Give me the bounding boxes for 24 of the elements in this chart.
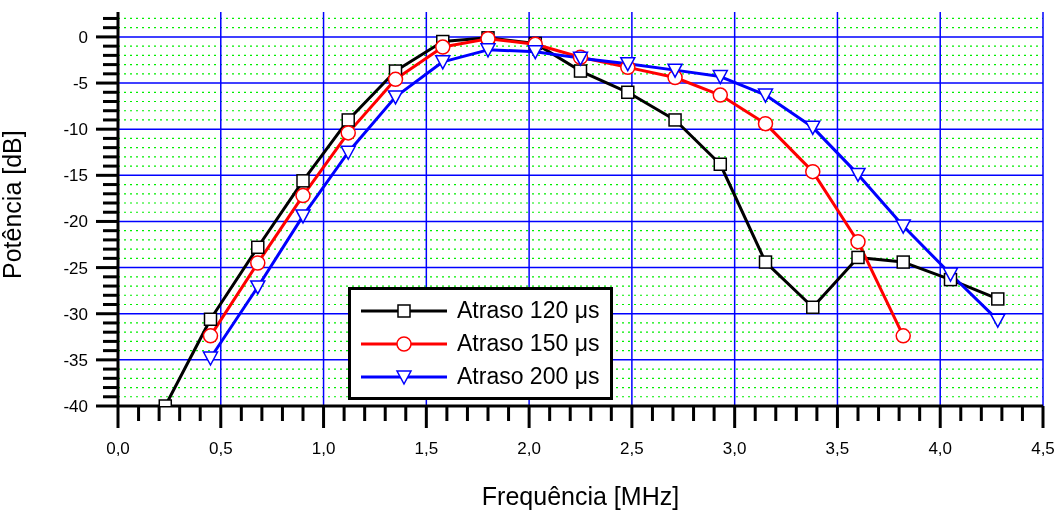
x-tick-label: 1,5 [414,439,439,458]
x-tick-label: 1,0 [311,439,336,458]
y-tick-label: -20 [63,212,88,232]
x-tick-label: 4,0 [928,439,953,458]
y-axis-title: Potência [dB] [0,130,26,279]
y-tick-label: -25 [63,258,88,278]
y-tick-label: -30 [63,304,88,324]
x-tick-label: 2,0 [517,439,541,458]
legend-label: Atraso 200 μs [457,363,600,390]
x-axis-title: Frequência [MHz] [481,482,680,510]
x-tick-label: 0,0 [106,439,130,458]
x-tick-label: 4,5 [1031,439,1055,458]
y-tick-label: -5 [72,74,88,94]
x-tick-label: 3,5 [825,439,850,458]
legend-label: Atraso 120 μs [457,297,600,324]
x-tick-label: 0,5 [208,439,233,458]
y-tick-label: -10 [63,120,88,140]
legend-label: Atraso 150 μs [457,330,600,357]
y-tick-label: -40 [63,397,88,416]
y-tick-label: 0 [78,27,88,47]
x-tick-label: 2,5 [620,439,644,458]
y-tick-label: -15 [63,166,88,186]
x-tick-label: 3,0 [722,439,747,458]
y-tick-label: -35 [63,350,88,370]
